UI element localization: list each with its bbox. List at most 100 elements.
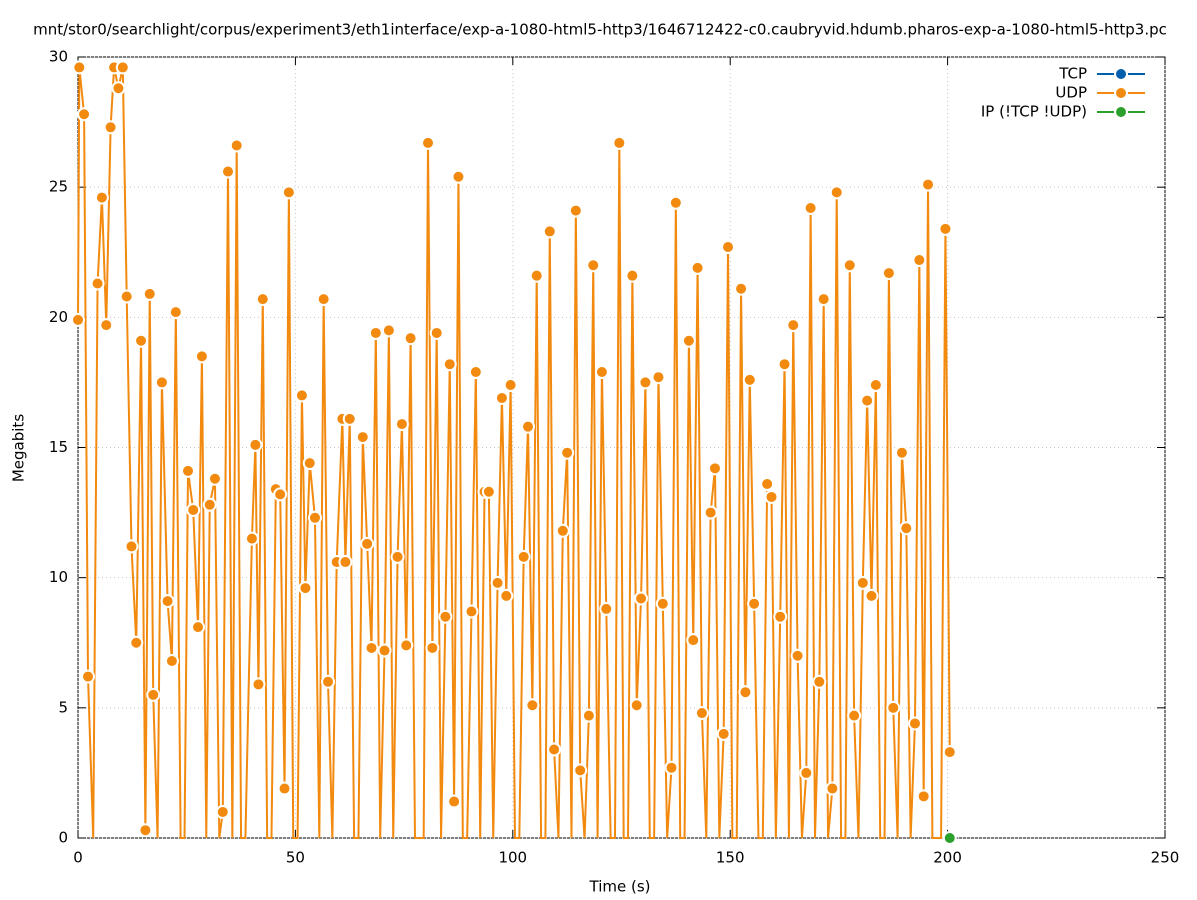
data-point: [529, 268, 544, 283]
legend-label: IP (!TCP !UDP): [981, 103, 1087, 121]
data-point: [916, 789, 931, 804]
data-point: [629, 698, 644, 713]
data-point: [364, 640, 379, 655]
data-point: [381, 323, 396, 338]
data-point: [429, 325, 444, 340]
data-point: [786, 318, 801, 333]
data-point: [790, 648, 805, 663]
data-point: [360, 536, 375, 551]
data-point: [799, 765, 814, 780]
data-point: [298, 581, 313, 596]
y-tick-label: 30: [49, 48, 68, 66]
data-point: [134, 333, 149, 348]
data-point: [747, 596, 762, 611]
data-point: [399, 638, 414, 653]
data-point: [942, 831, 957, 845]
data-point: [186, 502, 201, 517]
data-point: [638, 375, 653, 390]
data-point: [307, 510, 322, 525]
data-point: [468, 365, 483, 380]
data-point: [847, 708, 862, 723]
data-point: [881, 266, 896, 281]
data-point: [119, 289, 134, 304]
data-point: [612, 135, 627, 150]
data-point: [77, 107, 92, 122]
data-point: [251, 677, 266, 692]
data-point: [442, 357, 457, 372]
data-point: [868, 378, 883, 393]
data-point: [248, 437, 263, 452]
data-point: [651, 370, 666, 385]
data-point: [803, 200, 818, 215]
data-point: [721, 240, 736, 255]
x-tick-label: 250: [1151, 849, 1180, 867]
y-tick-label: 5: [58, 698, 68, 716]
x-tick-label: 0: [73, 849, 83, 867]
data-point: [777, 357, 792, 372]
data-point: [921, 177, 936, 192]
data-point: [438, 609, 453, 624]
data-point: [229, 138, 244, 153]
data-point: [864, 588, 879, 603]
data-point: [115, 60, 130, 75]
data-point: [690, 260, 705, 275]
data-point: [194, 349, 209, 364]
data-point: [81, 669, 96, 684]
x-axis-label: Time (s): [589, 878, 651, 896]
legend-label: TCP: [1058, 65, 1087, 83]
data-point: [138, 823, 153, 838]
data-point: [760, 476, 775, 491]
data-point: [215, 804, 230, 819]
data-point: [168, 305, 183, 320]
data-point: [342, 411, 357, 426]
data-point: [664, 760, 679, 775]
data-point: [742, 372, 757, 387]
data-point: [855, 575, 870, 590]
y-axis-label: Megabits: [10, 414, 28, 482]
data-point: [377, 643, 392, 658]
data-point: [555, 523, 570, 538]
legend-marker: [1114, 86, 1128, 100]
legend-marker: [1114, 67, 1128, 81]
data-point: [655, 596, 670, 611]
y-tick-label: 10: [49, 568, 68, 586]
data-point: [390, 549, 405, 564]
data-point: [912, 253, 927, 268]
data-point: [568, 203, 583, 218]
data-point: [71, 312, 85, 327]
data-point: [942, 745, 957, 760]
data-point: [499, 588, 514, 603]
data-point: [277, 781, 292, 796]
data-point: [734, 281, 749, 296]
data-point: [764, 489, 779, 504]
data-point: [707, 461, 722, 476]
data-point: [842, 258, 857, 273]
data-point: [525, 698, 540, 713]
data-point: [207, 471, 222, 486]
data-point: [202, 497, 217, 512]
data-point: [594, 365, 609, 380]
data-point: [90, 276, 105, 291]
data-point: [625, 268, 640, 283]
data-point: [99, 318, 114, 333]
data-point: [542, 224, 557, 239]
data-point: [829, 185, 844, 200]
data-point: [146, 687, 161, 702]
data-point: [368, 325, 383, 340]
data-point: [129, 635, 144, 650]
data-point: [938, 221, 953, 236]
x-tick-label: 200: [933, 849, 962, 867]
chart-title: mnt/stor0/searchlight/corpus/experiment3…: [33, 21, 1167, 39]
data-point: [316, 292, 331, 307]
data-point: [694, 706, 709, 721]
data-point: [281, 185, 296, 200]
data-point: [503, 378, 518, 393]
data-point: [599, 601, 614, 616]
data-point: [686, 633, 701, 648]
data-point: [464, 604, 479, 619]
data-point: [181, 463, 196, 478]
data-point: [111, 81, 126, 96]
data-point: [773, 609, 788, 624]
data-point: [894, 445, 909, 460]
